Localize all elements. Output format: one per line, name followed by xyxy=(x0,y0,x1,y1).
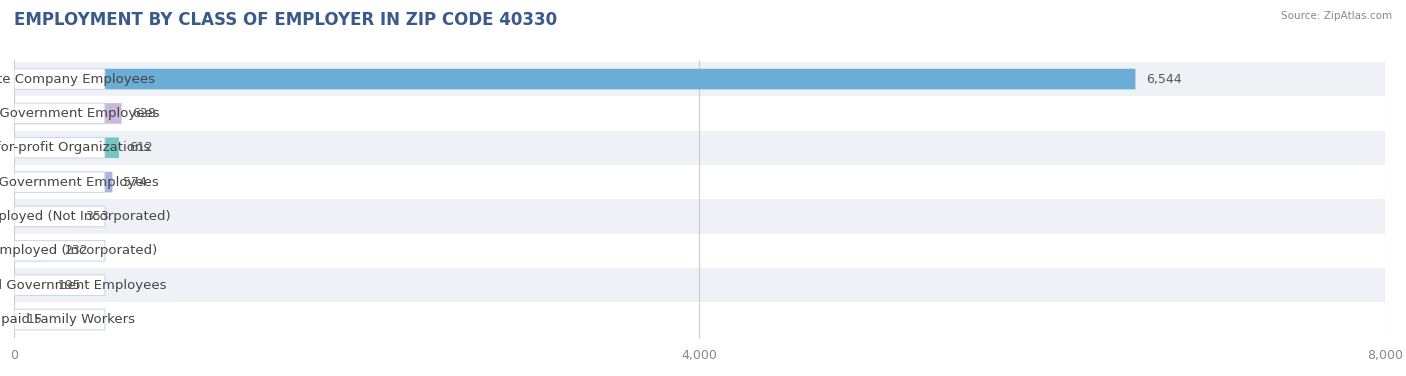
Bar xyxy=(14,165,1385,199)
Text: State Government Employees: State Government Employees xyxy=(0,107,159,120)
Text: Private Company Employees: Private Company Employees xyxy=(0,73,155,86)
FancyBboxPatch shape xyxy=(14,103,105,124)
FancyBboxPatch shape xyxy=(14,206,75,227)
Text: 628: 628 xyxy=(132,107,156,120)
Text: 232: 232 xyxy=(65,244,87,257)
Text: Source: ZipAtlas.com: Source: ZipAtlas.com xyxy=(1281,11,1392,21)
Text: EMPLOYMENT BY CLASS OF EMPLOYER IN ZIP CODE 40330: EMPLOYMENT BY CLASS OF EMPLOYER IN ZIP C… xyxy=(14,11,557,29)
FancyBboxPatch shape xyxy=(14,241,105,261)
Text: 195: 195 xyxy=(58,279,82,292)
Text: 612: 612 xyxy=(129,141,153,154)
FancyBboxPatch shape xyxy=(14,172,112,193)
FancyBboxPatch shape xyxy=(14,138,105,158)
Bar xyxy=(14,130,1385,165)
FancyBboxPatch shape xyxy=(14,69,105,89)
Text: Local Government Employees: Local Government Employees xyxy=(0,176,159,189)
Text: 6,544: 6,544 xyxy=(1146,73,1181,86)
FancyBboxPatch shape xyxy=(14,241,53,261)
FancyBboxPatch shape xyxy=(14,206,105,227)
Bar xyxy=(14,199,1385,233)
Bar xyxy=(14,302,1385,337)
FancyBboxPatch shape xyxy=(14,309,105,330)
Text: 15: 15 xyxy=(27,313,42,326)
FancyBboxPatch shape xyxy=(14,138,120,158)
Text: Not-for-profit Organizations: Not-for-profit Organizations xyxy=(0,141,150,154)
FancyBboxPatch shape xyxy=(14,275,48,296)
Bar xyxy=(14,268,1385,302)
Text: Self-Employed (Not Incorporated): Self-Employed (Not Incorporated) xyxy=(0,210,170,223)
Text: Unpaid Family Workers: Unpaid Family Workers xyxy=(0,313,135,326)
FancyBboxPatch shape xyxy=(14,69,1136,89)
Text: Federal Government Employees: Federal Government Employees xyxy=(0,279,166,292)
FancyBboxPatch shape xyxy=(14,309,17,330)
Bar xyxy=(14,62,1385,96)
Bar xyxy=(14,233,1385,268)
FancyBboxPatch shape xyxy=(14,103,122,124)
Text: Self-Employed (Incorporated): Self-Employed (Incorporated) xyxy=(0,244,157,257)
FancyBboxPatch shape xyxy=(14,275,105,296)
FancyBboxPatch shape xyxy=(14,172,105,193)
Text: 574: 574 xyxy=(122,176,146,189)
Bar xyxy=(14,96,1385,130)
Text: 353: 353 xyxy=(84,210,108,223)
